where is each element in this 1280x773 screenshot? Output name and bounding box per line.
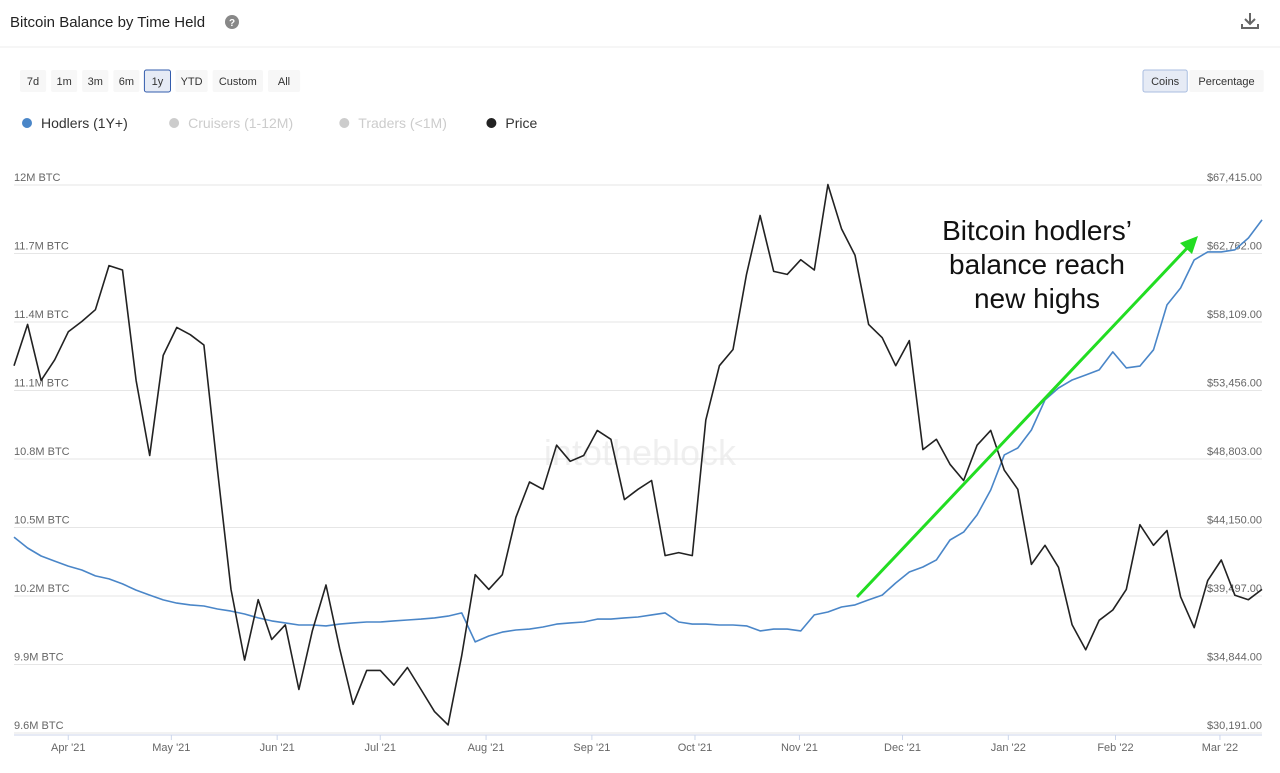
legend-label[interactable]: Price [505, 115, 537, 131]
x-tick-label: Jan '22 [991, 742, 1026, 754]
annotation-text: Bitcoin hodlers’ [942, 215, 1132, 246]
legend-marker[interactable] [169, 118, 180, 128]
annotation-arrow [855, 243, 1192, 599]
series-line [13, 183, 1263, 726]
range-button-label[interactable]: 1m [57, 76, 72, 88]
range-button[interactable] [267, 70, 301, 92]
y-tick-label: 9.6M BTC [14, 720, 64, 732]
unit-button[interactable] [1142, 69, 1188, 93]
widget-title: Bitcoin Balance by Time Held [10, 14, 205, 31]
y2-tick-label: $58,109.00 [1207, 309, 1262, 321]
unit-button-label[interactable]: Percentage [1198, 76, 1254, 88]
range-button[interactable] [82, 70, 109, 92]
range-button-label[interactable]: 3m [88, 76, 103, 88]
legend-label[interactable]: Hodlers (1Y+) [41, 115, 128, 131]
unit-button-label[interactable]: Coins [1151, 76, 1180, 88]
x-tick-label: May '21 [152, 742, 190, 754]
x-tick-label: Jul '21 [365, 742, 396, 754]
annotation-text: balance reach [949, 249, 1125, 280]
y-tick-label: 10.8M BTC [14, 446, 70, 458]
x-tick-label: Nov '21 [781, 742, 818, 754]
y-tick-label: 11.1M BTC [14, 378, 69, 390]
x-tick-label: Mar '22 [1202, 742, 1238, 754]
watermark: intotheblock [544, 432, 737, 473]
series-line [13, 219, 1263, 643]
legend-marker[interactable] [339, 118, 350, 128]
range-button[interactable] [175, 70, 208, 92]
range-button-label[interactable]: 7d [27, 76, 39, 88]
range-button[interactable] [143, 69, 171, 93]
y2-tick-label: $53,456.00 [1207, 378, 1262, 390]
y-tick-label: 11.7M BTC [14, 241, 69, 253]
y-tick-label: 12M BTC [14, 172, 61, 184]
y2-tick-label: $39,497.00 [1207, 583, 1262, 595]
x-tick-label: Aug '21 [468, 742, 505, 754]
legend-marker[interactable] [486, 118, 497, 128]
x-tick-label: Feb '22 [1097, 742, 1133, 754]
annotation-arrowhead [1180, 236, 1198, 254]
unit-button[interactable] [1189, 70, 1264, 92]
range-button-label[interactable]: 1y [152, 76, 164, 88]
range-button-label[interactable]: 6m [119, 76, 134, 88]
range-button-label[interactable]: YTD [181, 76, 203, 88]
legend-label[interactable]: Traders (<1M) [358, 115, 447, 131]
help-icon[interactable] [225, 15, 239, 29]
legend-label[interactable]: Cruisers (1-12M) [188, 115, 293, 131]
y-tick-label: 10.5M BTC [14, 515, 70, 527]
y2-tick-label: $34,844.00 [1207, 652, 1262, 664]
x-tick-label: Dec '21 [884, 742, 921, 754]
y-tick-label: 10.2M BTC [14, 583, 70, 595]
range-button-label[interactable]: Custom [219, 76, 257, 88]
help-icon-glyph: ? [229, 18, 235, 29]
download-icon[interactable] [1241, 13, 1259, 29]
y-tick-label: 11.4M BTC [14, 309, 69, 321]
range-button-label[interactable]: All [278, 76, 290, 88]
annotation-text: new highs [974, 283, 1100, 314]
range-button[interactable] [20, 70, 47, 92]
y-tick-label: 9.9M BTC [14, 652, 64, 664]
range-button[interactable] [113, 70, 140, 92]
x-tick-label: Jun '21 [260, 742, 295, 754]
y2-tick-label: $67,415.00 [1207, 172, 1262, 184]
x-tick-label: Apr '21 [51, 742, 86, 754]
y2-tick-label: $62,762.00 [1207, 241, 1262, 253]
x-tick-label: Oct '21 [678, 742, 713, 754]
x-tick-label: Sep '21 [573, 742, 610, 754]
y2-tick-label: $30,191.00 [1207, 720, 1262, 732]
range-button[interactable] [212, 70, 263, 92]
y2-tick-label: $48,803.00 [1207, 446, 1262, 458]
legend-marker[interactable] [22, 118, 32, 128]
range-button[interactable] [51, 70, 78, 92]
y2-tick-label: $44,150.00 [1207, 515, 1262, 527]
